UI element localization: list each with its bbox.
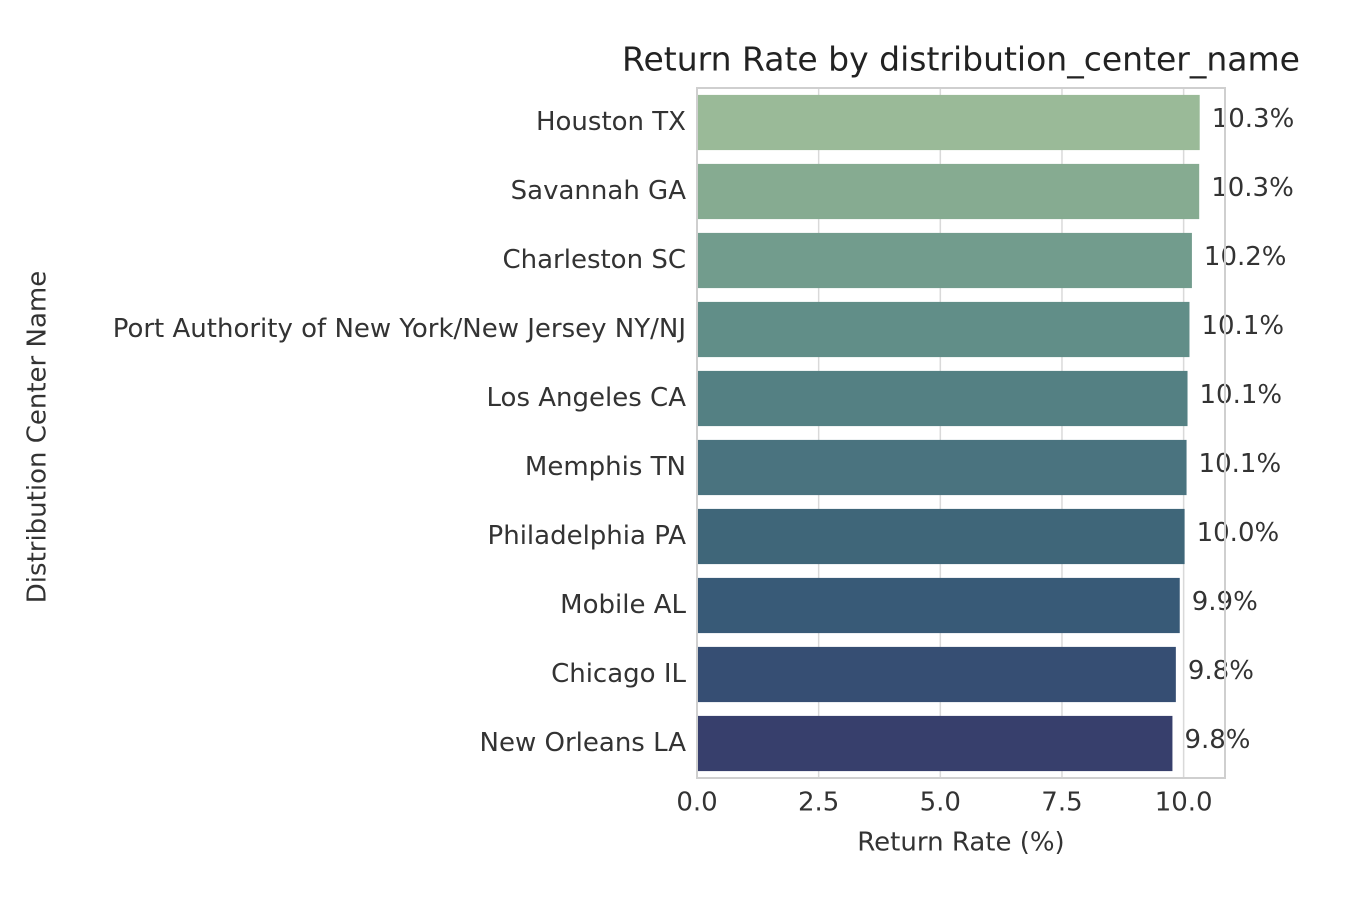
y-axis-label: Distribution Center Name [23,271,53,603]
y-tick-label: Philadelphia PA [488,521,687,551]
value-label: 10.1% [1200,380,1283,410]
y-tick-label: Los Angeles CA [487,383,687,413]
y-tick-label: Chicago IL [551,659,686,689]
value-label: 10.3% [1211,173,1294,203]
value-label: 10.2% [1204,242,1287,272]
bar [697,94,1200,151]
bar [697,163,1200,220]
bar [697,439,1187,496]
y-tick-label: Houston TX [536,107,686,137]
x-tick-label: 5.0 [920,788,961,818]
plot-frame [696,87,1226,779]
bar [697,646,1176,703]
bar [697,370,1188,427]
x-tick-label: 0.0 [676,788,717,818]
bar [697,301,1190,358]
x-tick-label: 7.5 [1041,788,1082,818]
x-tick-label: 2.5 [798,788,839,818]
bar [697,232,1192,289]
y-tick-label: Mobile AL [560,590,686,620]
bar [697,577,1180,634]
chart-title: Return Rate by distribution_center_name [622,40,1300,79]
value-label: 9.8% [1184,725,1250,755]
y-tick-label: Charleston SC [502,245,686,275]
value-label: 10.1% [1199,449,1282,479]
y-tick-label: Memphis TN [525,452,686,482]
bar [697,508,1185,565]
value-label: 10.1% [1201,311,1284,341]
bar [697,715,1173,772]
value-label: 9.8% [1188,656,1254,686]
x-axis-label: Return Rate (%) [857,828,1064,858]
x-tick-label: 10.0 [1155,788,1213,818]
value-label: 10.0% [1197,518,1280,548]
y-tick-label: New Orleans LA [480,728,687,758]
y-tick-label: Port Authority of New York/New Jersey NY… [113,314,686,344]
y-tick-label: Savannah GA [511,176,687,206]
